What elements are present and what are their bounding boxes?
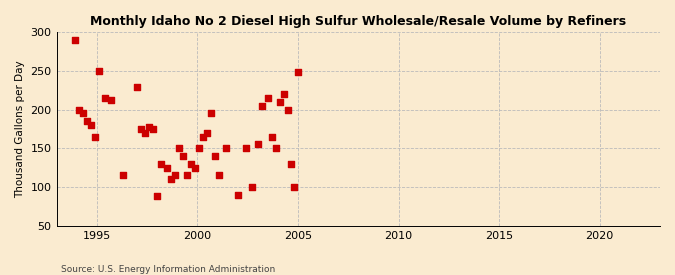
Point: [152, 194, 163, 199]
Point: [182, 173, 192, 178]
Point: [78, 111, 88, 116]
Point: [166, 177, 177, 182]
Point: [136, 127, 146, 131]
Point: [140, 131, 151, 135]
Point: [232, 193, 243, 197]
Point: [279, 92, 290, 96]
Point: [162, 166, 173, 170]
Point: [288, 185, 299, 189]
Y-axis label: Thousand Gallons per Day: Thousand Gallons per Day: [15, 60, 25, 198]
Point: [144, 124, 155, 129]
Point: [132, 85, 142, 89]
Point: [263, 96, 273, 100]
Point: [286, 162, 296, 166]
Point: [170, 173, 181, 178]
Text: Source: U.S. Energy Information Administration: Source: U.S. Energy Information Administ…: [61, 265, 275, 274]
Title: Monthly Idaho No 2 Diesel High Sulfur Wholesale/Resale Volume by Refiners: Monthly Idaho No 2 Diesel High Sulfur Wh…: [90, 15, 626, 28]
Point: [202, 131, 213, 135]
Point: [220, 146, 231, 150]
Point: [156, 162, 167, 166]
Point: [174, 146, 185, 150]
Point: [206, 111, 217, 116]
Point: [99, 96, 110, 100]
Point: [93, 68, 104, 73]
Point: [256, 103, 267, 108]
Point: [194, 146, 205, 150]
Point: [292, 70, 303, 75]
Point: [214, 173, 225, 178]
Point: [267, 134, 277, 139]
Point: [275, 100, 286, 104]
Point: [89, 134, 100, 139]
Point: [74, 107, 84, 112]
Point: [190, 166, 200, 170]
Point: [81, 119, 92, 123]
Point: [117, 173, 128, 178]
Point: [186, 162, 196, 166]
Point: [105, 98, 116, 102]
Point: [85, 123, 96, 127]
Point: [240, 146, 251, 150]
Point: [252, 142, 263, 147]
Point: [178, 154, 189, 158]
Point: [210, 154, 221, 158]
Point: [148, 127, 159, 131]
Point: [198, 134, 209, 139]
Point: [282, 107, 293, 112]
Point: [246, 185, 257, 189]
Point: [70, 37, 80, 42]
Point: [271, 146, 281, 150]
